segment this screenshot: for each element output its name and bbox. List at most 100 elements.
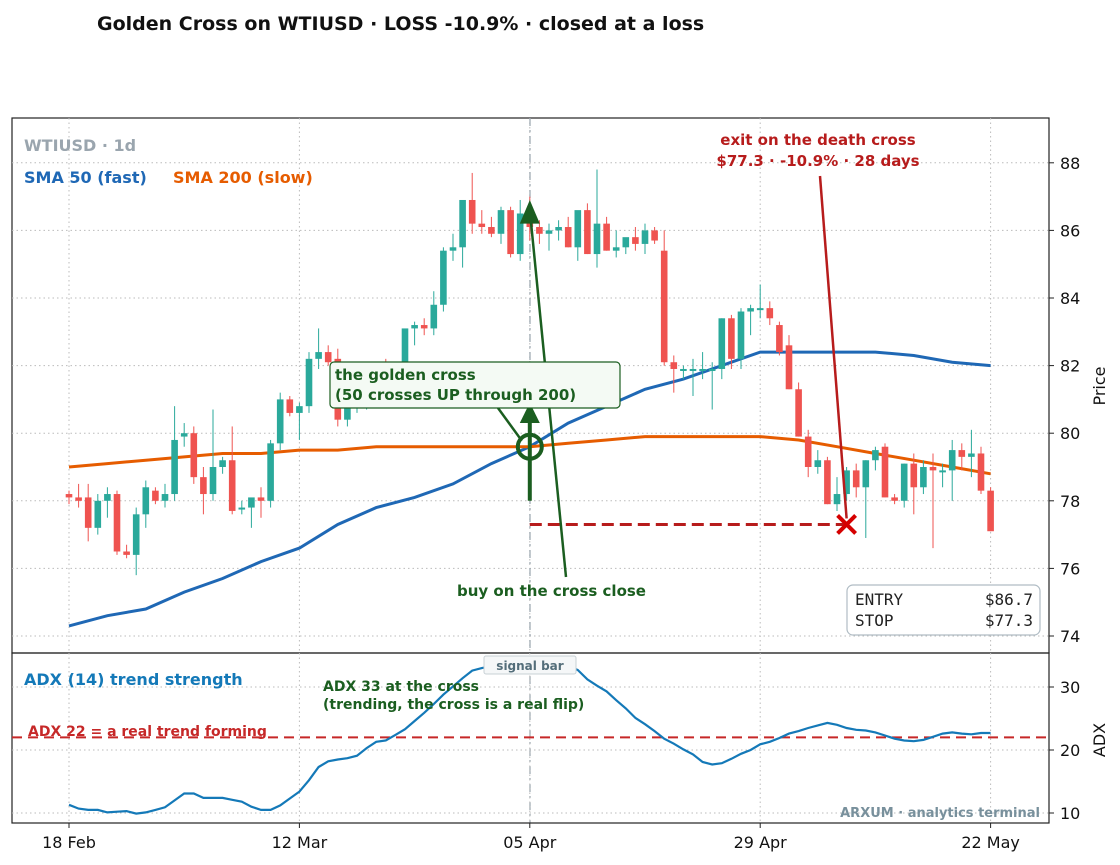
candle-body bbox=[171, 439, 178, 495]
candle-body bbox=[728, 318, 735, 359]
adx-note-line2: (trending, the cross is a real flip) bbox=[323, 697, 584, 713]
candle-body bbox=[200, 477, 207, 495]
candle-body bbox=[843, 470, 850, 495]
candle-body bbox=[296, 406, 303, 413]
candle-body bbox=[737, 311, 745, 359]
golden-cross-callout-line1: the golden cross bbox=[335, 366, 476, 384]
entry-label: ENTRY bbox=[855, 590, 904, 609]
candle-body bbox=[228, 460, 236, 511]
candle-body bbox=[420, 325, 428, 329]
candle-body bbox=[209, 467, 217, 495]
candle-body bbox=[632, 237, 639, 244]
candle-body bbox=[248, 497, 255, 508]
candle-body bbox=[142, 487, 150, 515]
candle-body bbox=[900, 463, 908, 501]
candle-body bbox=[180, 433, 188, 437]
candle-body bbox=[161, 494, 169, 501]
legend-sma-fast: SMA 50 (fast) bbox=[24, 168, 147, 187]
candle-body bbox=[305, 358, 313, 407]
watermark: ARXUM · analytics terminal bbox=[840, 806, 1040, 821]
adx-grid bbox=[12, 653, 1049, 823]
adx-panel: 10 20 30 ADX (14) trend strength ADX 33 at… bbox=[11, 652, 1109, 824]
candle-body bbox=[286, 399, 294, 413]
price-tick-label: 78 bbox=[1060, 492, 1080, 511]
candle-body bbox=[75, 497, 82, 501]
signal-bar-tag bbox=[483, 655, 577, 675]
candle-body bbox=[430, 304, 438, 329]
candle-body bbox=[824, 460, 831, 505]
candle-body bbox=[766, 308, 774, 319]
candle-body bbox=[574, 210, 582, 248]
candle-body bbox=[699, 368, 706, 371]
candle-body bbox=[852, 470, 860, 488]
candle-body bbox=[238, 507, 246, 510]
candle-body bbox=[593, 223, 601, 255]
candle-body bbox=[344, 406, 351, 420]
x-axis-ticks: 18 Feb 12 Mar 05 Apr 29 Apr 22 May bbox=[42, 823, 1020, 852]
adx-title: ADX (14) trend strength bbox=[24, 670, 243, 689]
candle-body bbox=[680, 368, 687, 371]
candle-body bbox=[536, 227, 543, 234]
candle-body bbox=[891, 497, 898, 501]
adx-tick-label: 10 bbox=[1060, 804, 1080, 823]
golden-cross-callout-box bbox=[329, 361, 621, 409]
candle-body bbox=[968, 453, 975, 457]
candle-body bbox=[795, 389, 802, 437]
x-tick-label: 05 Apr bbox=[503, 833, 557, 852]
trade-info-box bbox=[846, 584, 1041, 636]
buy-arrowhead bbox=[519, 199, 540, 224]
price-tick-label: 82 bbox=[1060, 357, 1080, 376]
candle-body bbox=[65, 494, 73, 498]
candle-body bbox=[315, 352, 322, 359]
candle-body bbox=[881, 446, 889, 498]
candle-body bbox=[84, 497, 92, 528]
golden-cross-up-arrowhead bbox=[519, 402, 540, 424]
candle-body bbox=[785, 345, 793, 390]
candle-body bbox=[747, 308, 754, 312]
candle-body bbox=[267, 443, 274, 501]
x-tick-label: 12 Mar bbox=[272, 833, 328, 852]
price-tick-label: 86 bbox=[1060, 221, 1080, 240]
candle-body bbox=[555, 227, 562, 231]
candle-body bbox=[478, 223, 486, 228]
signal-bar-label: signal bar bbox=[496, 659, 563, 673]
candle-body bbox=[516, 213, 524, 255]
candle-body bbox=[190, 433, 198, 478]
candle-body bbox=[113, 494, 121, 552]
candle-body bbox=[440, 250, 447, 305]
price-tick-label: 88 bbox=[1060, 154, 1080, 173]
candle-body bbox=[449, 247, 457, 251]
candle-body bbox=[862, 460, 870, 488]
candle-body bbox=[507, 210, 514, 255]
price-y-ticks: 74 76 78 80 82 84 86 88 bbox=[1049, 154, 1080, 646]
candle-body bbox=[958, 450, 966, 457]
candle-body bbox=[987, 490, 994, 532]
candle-body bbox=[603, 223, 610, 251]
candle-body bbox=[977, 453, 985, 491]
candle-body bbox=[104, 494, 111, 501]
candle-body bbox=[564, 227, 572, 248]
adx-y-ticks: 10 20 30 bbox=[1049, 678, 1080, 823]
candle-body bbox=[920, 467, 927, 488]
price-axis-label: Price bbox=[1090, 366, 1109, 405]
candle-body bbox=[776, 325, 783, 353]
candle-body bbox=[257, 497, 265, 501]
candle-body bbox=[132, 514, 140, 555]
adx-threshold-label: ADX 22 = a real trend forming bbox=[28, 724, 267, 740]
candle-body bbox=[545, 230, 553, 234]
candle-body bbox=[276, 399, 284, 444]
exit-pointer-arrow bbox=[818, 175, 848, 519]
candles bbox=[65, 169, 994, 576]
price-panel: 74 76 78 80 82 84 86 88 WTIUSD · 1d SMA 50 (fas… bbox=[11, 117, 1109, 823]
candle-body bbox=[814, 460, 822, 467]
chart-title: Golden Cross on WTIUSD · LOSS -10.9% · c… bbox=[97, 13, 704, 35]
symbol-label: WTIUSD · 1d bbox=[24, 136, 136, 155]
candle-body bbox=[324, 352, 332, 363]
golden-cross-callout-pointer bbox=[496, 407, 523, 442]
candle-body bbox=[622, 237, 630, 248]
candle-body bbox=[219, 460, 226, 467]
legend-sma-slow: SMA 200 (slow) bbox=[173, 168, 313, 187]
candle-body bbox=[689, 368, 697, 371]
adx-note-line1: ADX 33 at the cross bbox=[323, 679, 479, 695]
adx-tick-label: 30 bbox=[1060, 678, 1080, 697]
